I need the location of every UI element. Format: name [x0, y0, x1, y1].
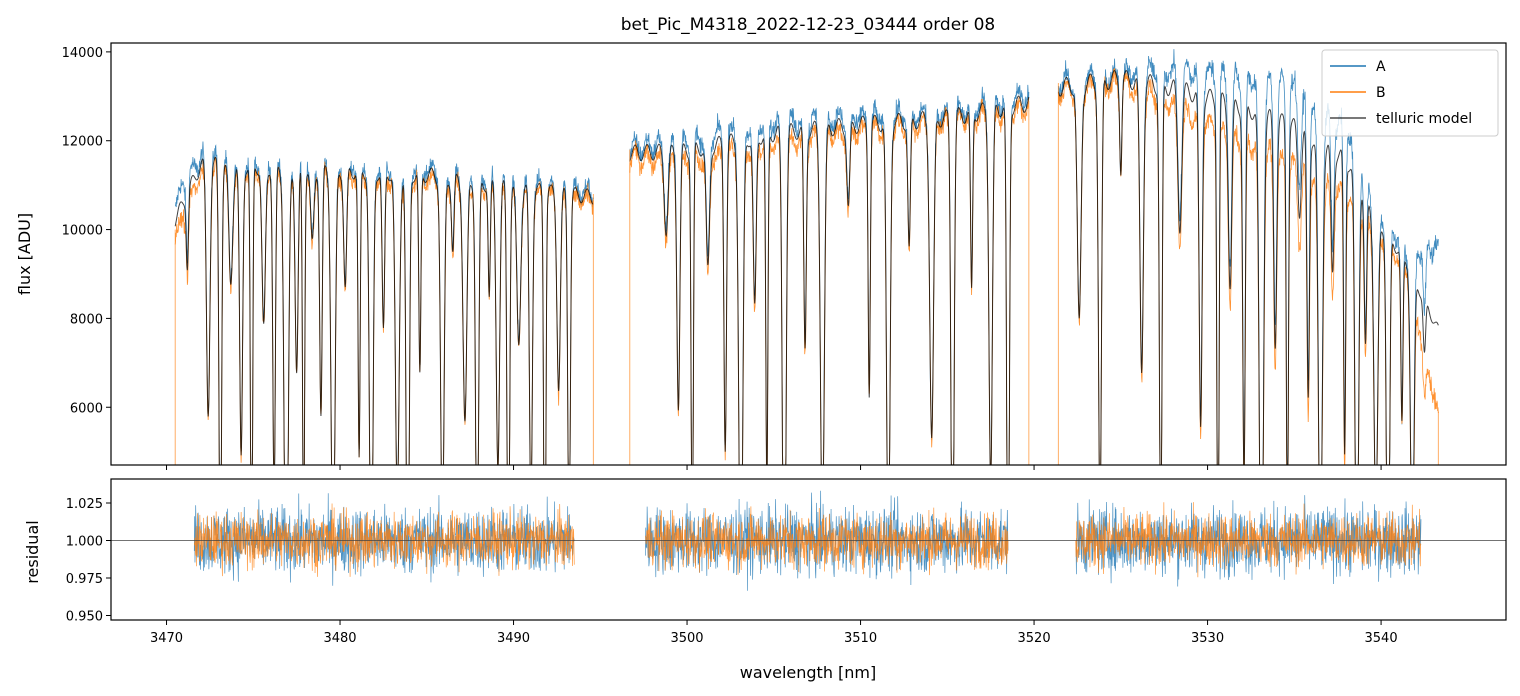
wavelength-xtick-label: 3510 — [844, 631, 877, 646]
legend-label-b: B — [1376, 85, 1386, 101]
flux-ytick-label: 8000 — [70, 312, 103, 327]
flux-ylabel: flux [ADU] — [15, 213, 34, 295]
flux-ytick-label: 10000 — [62, 224, 103, 239]
flux-panel: 6000 8000 10000 12000 14000 flux [ADU] A B t… — [15, 42, 1507, 470]
wavelength-xtick-label: 3520 — [1018, 631, 1051, 646]
legend-frame — [1321, 49, 1499, 137]
series-b-residual — [193, 502, 1422, 578]
residual-ytick-label: 0.950 — [66, 610, 103, 625]
residual-panel: 0.950 0.975 1.000 1.025 3470 3480 3490 3500 351… — [23, 478, 1507, 682]
flux-ytick-label: 12000 — [62, 135, 103, 150]
residual-ytick-label: 0.975 — [66, 572, 103, 587]
wavelength-xtick-label: 3540 — [1365, 631, 1398, 646]
chart-title: bet_Pic_M4318_2022-12-23_03444 order 08 — [621, 15, 995, 35]
wavelength-xtick-label: 3470 — [150, 631, 183, 646]
legend: A B telluric model — [1321, 49, 1499, 137]
residual-ytick-label: 1.025 — [66, 497, 103, 512]
flux-panel-frame — [110, 42, 1507, 466]
flux-ytick-label: 6000 — [70, 401, 103, 416]
wavelength-xtick-label: 3530 — [1191, 631, 1224, 646]
residual-ytick-label: 1.000 — [66, 535, 103, 550]
residual-ylabel: residual — [23, 520, 42, 583]
wavelength-xtick-label: 3490 — [497, 631, 530, 646]
residual-panel-frame — [110, 478, 1507, 621]
telluric-model-line — [174, 70, 1439, 465]
legend-label-model: telluric model — [1376, 111, 1472, 127]
flux-ytick-label: 14000 — [62, 46, 103, 61]
wavelength-xlabel: wavelength [nm] — [740, 663, 877, 682]
wavelength-xtick-label: 3500 — [670, 631, 703, 646]
wavelength-xtick-label: 3480 — [323, 631, 356, 646]
legend-label-a: A — [1376, 59, 1386, 75]
